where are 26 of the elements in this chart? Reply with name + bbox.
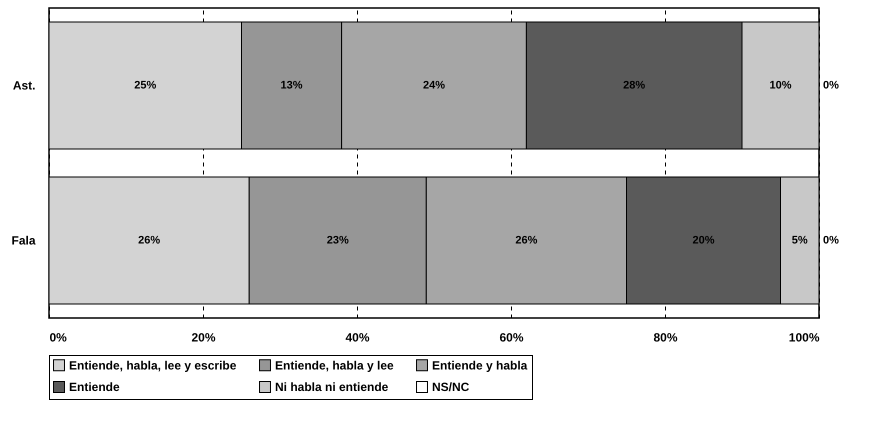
data-label: 24%	[422, 80, 446, 92]
data-label: 28%	[623, 80, 646, 92]
x-tick-label: 0%	[50, 330, 68, 344]
x-tick-label: 60%	[499, 330, 524, 344]
x-tick-label: 20%	[191, 330, 216, 344]
data-label: 0%	[823, 80, 840, 92]
data-label: 0%	[823, 234, 840, 246]
x-tick-label: 80%	[653, 330, 678, 344]
data-label: 26%	[515, 234, 538, 246]
legend-label: Entiende	[69, 380, 120, 394]
x-tick-label: 100%	[788, 330, 820, 344]
data-label: 10%	[769, 80, 792, 92]
data-label: 26%	[138, 234, 160, 246]
y-tick-label: Fala	[11, 234, 36, 248]
data-label: 25%	[134, 80, 156, 92]
legend-label: Entiende, habla y lee	[275, 358, 394, 372]
legend-label: Ni habla ni entiende	[275, 380, 389, 394]
data-label: 13%	[280, 80, 303, 92]
legend-label: NS/NC	[432, 380, 470, 394]
data-label: 20%	[692, 234, 715, 246]
data-label: 23%	[326, 234, 349, 246]
legend-label: Entiende, habla, lee y escribe	[69, 358, 237, 372]
y-tick-label: Ast.	[12, 78, 36, 92]
x-tick-label: 40%	[345, 330, 370, 344]
data-label: 5%	[792, 234, 808, 246]
legend-label: Entiende y habla	[432, 358, 528, 372]
